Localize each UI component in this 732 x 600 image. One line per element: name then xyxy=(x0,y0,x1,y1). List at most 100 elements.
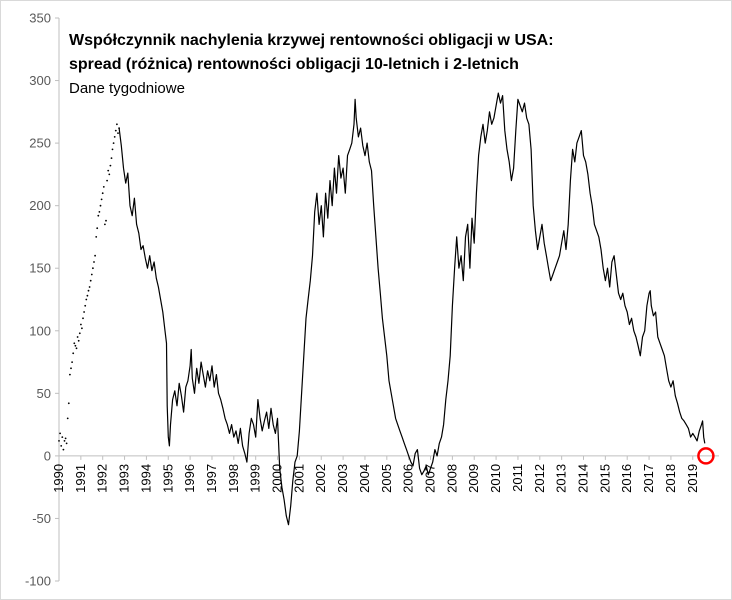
x-tick-label: 1995 xyxy=(160,464,175,493)
x-tick-label: 2002 xyxy=(313,464,328,493)
y-tick-label: 50 xyxy=(37,386,51,401)
data-point xyxy=(81,327,83,330)
axes-group xyxy=(55,17,719,582)
x-tick-label: 1998 xyxy=(226,464,241,493)
data-point xyxy=(89,279,92,282)
x-tick-label: 2014 xyxy=(576,464,591,493)
data-point xyxy=(95,236,98,238)
data-point xyxy=(67,402,70,405)
series-group xyxy=(58,92,706,526)
x-tick-label: 1996 xyxy=(182,464,197,493)
data-point xyxy=(72,352,75,355)
data-point xyxy=(96,227,99,230)
data-point xyxy=(110,157,113,160)
data-point xyxy=(117,132,119,135)
data-point xyxy=(76,336,79,338)
data-point xyxy=(98,211,101,213)
data-point xyxy=(70,367,72,370)
x-tick-label: 2006 xyxy=(401,464,416,493)
data-point xyxy=(58,440,60,442)
data-point xyxy=(97,214,100,217)
x-tick-label: 2009 xyxy=(466,464,481,493)
x-tick-label: 2018 xyxy=(663,464,678,493)
data-point xyxy=(66,417,69,420)
data-point xyxy=(111,148,114,151)
x-tick-label: 2007 xyxy=(423,464,438,493)
data-point xyxy=(93,261,95,263)
data-point xyxy=(82,317,84,320)
y-tick-label: -100 xyxy=(25,574,51,589)
data-point xyxy=(94,254,96,257)
x-tick-label: 2013 xyxy=(554,464,569,493)
data-point xyxy=(92,267,94,270)
data-point xyxy=(101,192,104,195)
x-tick-label: 2003 xyxy=(335,464,350,493)
data-point xyxy=(59,432,61,435)
data-point xyxy=(90,273,93,276)
y-tick-label: 300 xyxy=(29,73,51,88)
chart-subtitle: Dane tygodniowe xyxy=(69,80,185,97)
x-tick-label: 2011 xyxy=(510,464,525,492)
x-tick-label: 2001 xyxy=(291,464,306,493)
data-point xyxy=(102,186,105,188)
highlight-circle xyxy=(697,447,715,465)
x-tick-label: 2016 xyxy=(619,464,634,493)
x-tick-label: 1999 xyxy=(248,464,263,493)
x-tick-label: 2012 xyxy=(532,464,547,493)
x-tick-label: 1991 xyxy=(73,464,88,493)
data-point xyxy=(99,204,102,207)
data-point xyxy=(78,332,81,335)
data-point xyxy=(65,442,68,445)
x-tick-label: 1993 xyxy=(117,464,132,493)
data-point xyxy=(88,286,91,288)
data-point xyxy=(100,198,103,201)
data-point xyxy=(104,223,106,226)
y-tick-label: 350 xyxy=(29,11,51,26)
y-tick-label: -50 xyxy=(32,511,51,526)
y-tick-label: 150 xyxy=(29,261,51,276)
data-point xyxy=(112,142,115,145)
data-point xyxy=(109,164,112,167)
data-point xyxy=(74,344,77,347)
data-point xyxy=(71,361,73,363)
series-line xyxy=(118,92,706,526)
data-point xyxy=(73,342,76,345)
chart-title-line-1: Współczynnik nachylenia krzywej rentowno… xyxy=(69,32,554,49)
data-point xyxy=(87,289,90,292)
data-point xyxy=(113,136,116,138)
x-tick-label: 1992 xyxy=(95,464,110,493)
x-tick-label: 1990 xyxy=(51,464,66,493)
tick-labels-group: -100 -50 0 50 100 150 200 250 300 350 1990 1991 1992… xyxy=(25,11,700,589)
data-point xyxy=(105,219,107,222)
data-point xyxy=(108,173,111,176)
x-tick-label: 2008 xyxy=(444,464,459,493)
x-tick-label: 2019 xyxy=(685,464,700,493)
y-tick-label: 250 xyxy=(29,136,51,151)
y-tick-label: 100 xyxy=(29,323,51,338)
data-point xyxy=(80,323,82,326)
x-tick-label: 2015 xyxy=(597,464,612,493)
data-point xyxy=(84,304,87,307)
x-tick-label: 1994 xyxy=(138,464,153,493)
data-point xyxy=(63,440,66,442)
x-tick-label: 1997 xyxy=(204,464,219,493)
data-point xyxy=(61,436,64,438)
x-tick-label: 2000 xyxy=(270,464,285,493)
highlight-group xyxy=(697,447,715,465)
data-point xyxy=(85,298,88,301)
data-point xyxy=(60,445,63,447)
data-point xyxy=(86,294,89,297)
data-point xyxy=(106,179,108,182)
data-point xyxy=(114,129,117,132)
data-point xyxy=(107,169,110,172)
x-tick-label: 2005 xyxy=(379,464,394,493)
chart-title-line-2: spread (różnica) rentowności obligacji 1… xyxy=(69,56,519,73)
data-point xyxy=(62,448,65,451)
y-tick-label: 200 xyxy=(29,198,51,213)
data-point xyxy=(116,123,118,126)
data-point xyxy=(83,311,85,313)
y-tick-label: 0 xyxy=(44,448,51,463)
data-point xyxy=(69,373,71,376)
